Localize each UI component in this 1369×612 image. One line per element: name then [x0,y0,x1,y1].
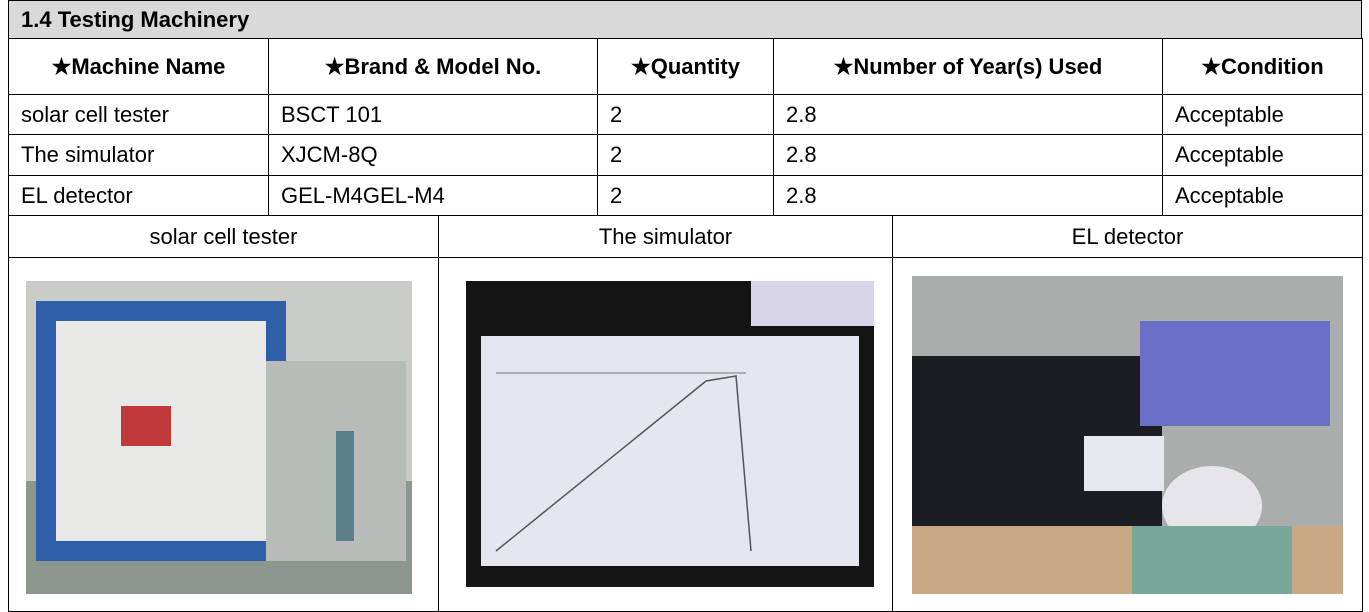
table-cell: BSCT 101 [268,94,598,135]
table-cell: Acceptable [1162,175,1363,216]
table-cell: 2 [597,175,774,216]
photo-caption: solar cell tester [8,215,439,258]
column-header: ★Machine Name [8,38,269,95]
photo-caption: EL detector [892,215,1363,258]
column-header: ★Quantity [597,38,774,95]
table-cell: XJCM-8Q [268,134,598,176]
table-cell: 2.8 [773,134,1163,176]
table-cell: The simulator [8,134,269,176]
table-cell: Acceptable [1162,94,1363,135]
column-header: ★Number of Year(s) Used [773,38,1163,95]
table-cell: 2 [597,94,774,135]
table-cell: solar cell tester [8,94,269,135]
column-header: ★Condition [1162,38,1363,95]
photo-tester [26,281,412,594]
table-cell: GEL-M4GEL-M4 [268,175,598,216]
photo-el-detector [912,276,1343,594]
column-header: ★Brand & Model No. [268,38,598,95]
photo-simulator [466,281,874,587]
table-cell: Acceptable [1162,134,1363,176]
section-title: 1.4 Testing Machinery [8,0,1362,39]
table-cell: 2 [597,134,774,176]
table-cell: EL detector [8,175,269,216]
table-cell: 2.8 [773,175,1163,216]
table-cell: 2.8 [773,94,1163,135]
photo-caption: The simulator [438,215,893,258]
